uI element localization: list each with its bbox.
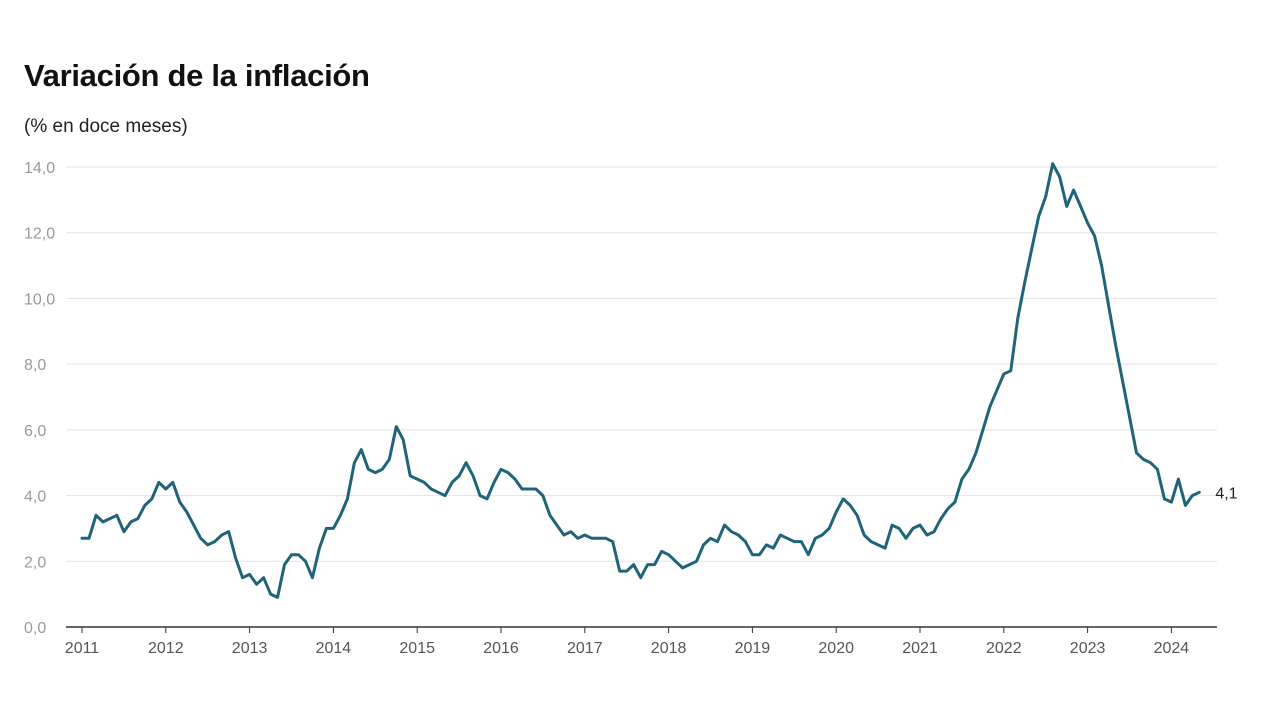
y-tick-label: 8,0: [24, 357, 46, 374]
chart-subtitle: (% en doce meses): [24, 116, 188, 137]
x-tick-label: 2024: [1154, 640, 1190, 657]
x-tick-label: 2019: [735, 640, 771, 657]
x-tick-label: 2013: [232, 640, 268, 657]
y-tick-label: 0,0: [24, 620, 46, 637]
series-layer: [80, 162, 1201, 599]
inflation-line: [80, 162, 1201, 599]
x-tick-label: 2011: [65, 640, 100, 657]
x-tick-label: 2016: [483, 640, 519, 657]
y-tick-label: 12,0: [24, 226, 55, 243]
x-tick-label: 2014: [316, 640, 352, 657]
x-tick-label: 2015: [399, 640, 435, 657]
x-tick-label: 2017: [567, 640, 603, 657]
tick-labels: 0,0 2,0 4,0 6,0 8,0 10,0 12,0 14,0 2011 2012 2013 2…: [24, 160, 1238, 657]
x-tick-label: 2020: [818, 640, 854, 657]
x-tick-label: 2022: [986, 640, 1022, 657]
x-tick-label: 2018: [651, 640, 687, 657]
x-tick-label: 2023: [1070, 640, 1106, 657]
x-tick-label: 2012: [148, 640, 184, 657]
y-tick-label: 14,0: [24, 160, 55, 177]
grid-lines: [66, 166, 1217, 562]
y-tick-label: 6,0: [24, 423, 46, 440]
chart-title: Variación de la inflación: [24, 58, 370, 93]
y-tick-label: 10,0: [24, 291, 55, 308]
end-value-label: 4,1: [1215, 485, 1237, 502]
y-tick-label: 4,0: [24, 489, 46, 506]
x-tick-label: 2021: [902, 640, 938, 657]
axes: [66, 626, 1217, 633]
y-tick-label: 2,0: [24, 554, 46, 571]
